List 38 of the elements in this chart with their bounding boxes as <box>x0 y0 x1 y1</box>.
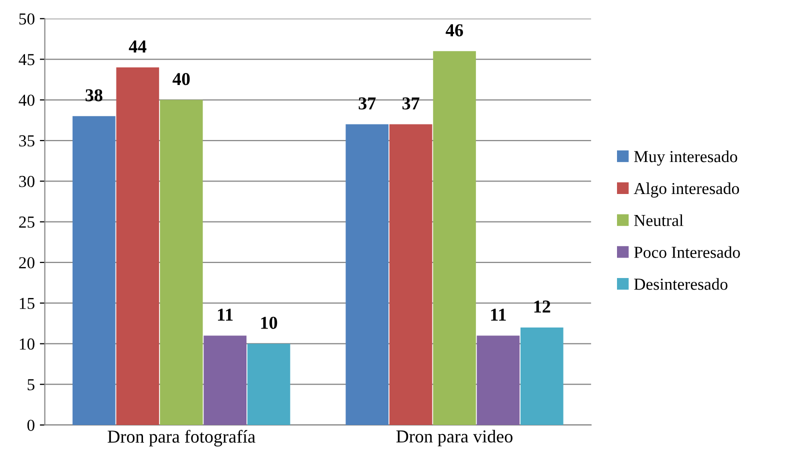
legend-label: Muy interesado <box>634 150 738 166</box>
y-tick-label: 50 <box>19 13 34 25</box>
x-tick-label: Dron para video <box>396 430 512 446</box>
y-tick-label: 25 <box>19 216 34 228</box>
data-label: 37 <box>402 97 420 110</box>
y-tick-label: 15 <box>20 298 34 310</box>
y-tick-label: 5 <box>28 379 34 390</box>
bar <box>116 67 160 425</box>
data-label: 46 <box>446 24 464 36</box>
data-label: 44 <box>128 40 146 52</box>
bar <box>72 116 116 425</box>
x-tick-label: Dron para fotografía <box>108 430 256 446</box>
legend-label: Poco Interesado <box>634 246 740 258</box>
data-label: 11 <box>218 308 233 321</box>
y-tick-label: 30 <box>19 176 34 188</box>
bar <box>389 124 432 425</box>
bar <box>433 51 476 425</box>
y-tick-label: 10 <box>20 338 34 350</box>
data-label: 10 <box>261 316 278 329</box>
bar <box>247 344 290 425</box>
bar <box>160 100 203 425</box>
data-label: 12 <box>534 300 550 313</box>
bar <box>476 336 520 425</box>
y-tick-label: 40 <box>18 94 34 106</box>
data-label: 38 <box>86 89 102 102</box>
y-tick-label: 20 <box>19 257 34 268</box>
bar <box>204 336 246 425</box>
legend-label: Neutral <box>634 214 684 226</box>
y-tick-label: 45 <box>18 54 34 66</box>
legend-label: Algo interesado <box>634 182 740 198</box>
data-label: 40 <box>172 72 190 86</box>
bar <box>520 327 564 425</box>
y-tick-label: 35 <box>19 135 34 146</box>
data-label: 37 <box>358 97 376 110</box>
data-label: 11 <box>491 308 506 321</box>
bar <box>346 124 389 425</box>
y-tick-label: 0 <box>27 420 34 431</box>
legend-label: Desinteresado <box>634 278 728 290</box>
